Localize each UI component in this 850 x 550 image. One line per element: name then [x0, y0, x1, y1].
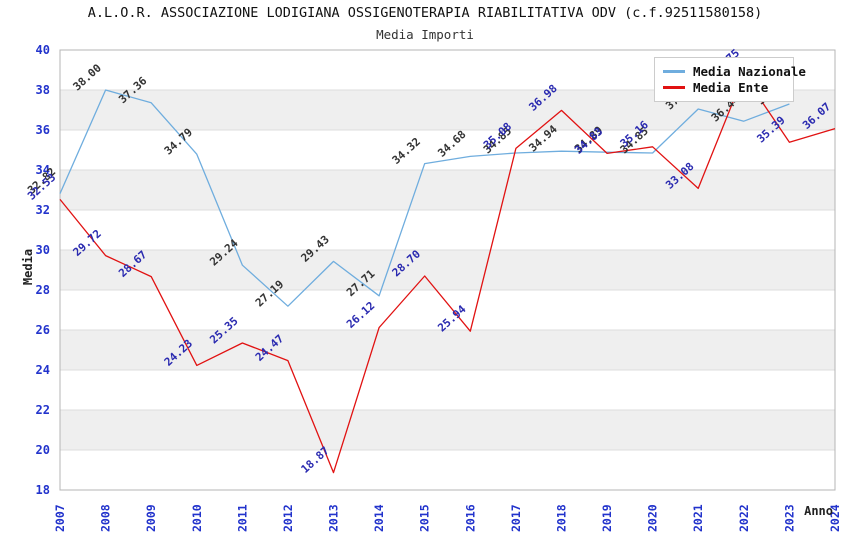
series-line-media-nazionale: [59, 89, 790, 307]
x-axis-tick-label: 2022: [737, 504, 751, 532]
media-ente-line-swatch-icon: [663, 85, 685, 89]
y-axis-tick-label: 40: [36, 43, 50, 57]
chart-title: A.L.O.R. ASSOCIAZIONE LODIGIANA OSSIGENO…: [87, 5, 763, 21]
legend-label: Media Nazionale: [693, 63, 806, 79]
chart-subtitle: Media Importi: [376, 27, 474, 42]
x-axis-tick-label: 2010: [190, 504, 204, 532]
x-axis-tick-label: 2020: [646, 504, 660, 532]
x-axis-tick-label: 2021: [691, 504, 705, 532]
x-axis-tick-label: 2019: [600, 504, 614, 532]
point-label: 26.12: [344, 299, 377, 331]
x-axis-tick-label: 2007: [53, 504, 67, 532]
x-axis-title: Anno: [804, 504, 833, 518]
y-axis-tick-label: 32: [36, 203, 50, 217]
x-axis-tick-label: 2016: [463, 504, 477, 532]
x-axis-tick-label: 2018: [554, 504, 568, 532]
grid-band: [60, 170, 835, 210]
y-axis-tick-label: 26: [36, 323, 50, 337]
plot-border: [59, 49, 836, 491]
x-axis-tick-label: 2009: [144, 504, 158, 532]
x-axis-tick-label: 2013: [327, 504, 341, 532]
series-line-media-ente: [59, 74, 836, 474]
x-axis-tick-label: 2023: [782, 504, 796, 532]
y-axis-tick-label: 36: [36, 123, 50, 137]
legend-item-media-nazionale: Media Nazionale: [663, 63, 806, 79]
y-axis-tick-label: 28: [36, 283, 50, 297]
grid-band: [60, 250, 835, 290]
point-label: 34.68: [435, 128, 468, 160]
x-axis-tick-label: 2024: [828, 504, 842, 532]
y-axis-tick-label: 38: [36, 83, 50, 97]
y-axis-tick-label: 30: [36, 243, 50, 257]
y-axis-title: Media: [21, 248, 35, 286]
y-axis-tick-label: 24: [36, 363, 50, 377]
x-axis-tick-label: 2008: [99, 504, 113, 532]
grid-band: [60, 410, 835, 450]
point-label: 38.00: [71, 61, 104, 93]
legend-item-media-ente: Media Ente: [663, 79, 785, 95]
x-axis-tick-label: 2014: [372, 504, 386, 532]
legend-box: Media Nazionale Media Ente: [654, 57, 806, 102]
x-axis-tick-label: 2012: [281, 504, 295, 532]
legend-label: Media Ente: [693, 79, 769, 95]
y-axis-tick-label: 34: [36, 163, 50, 177]
y-axis-tick-label: 20: [36, 443, 50, 457]
y-axis-tick-label: 22: [36, 403, 50, 417]
x-axis-tick-label: 2017: [509, 504, 523, 532]
x-axis-tick-label: 2011: [235, 504, 249, 532]
media-nazionale-line-swatch-icon: [663, 69, 685, 73]
x-axis-tick-label: 2015: [418, 504, 432, 532]
y-axis-tick-label: 18: [36, 483, 50, 497]
point-label: 34.32: [390, 135, 423, 167]
